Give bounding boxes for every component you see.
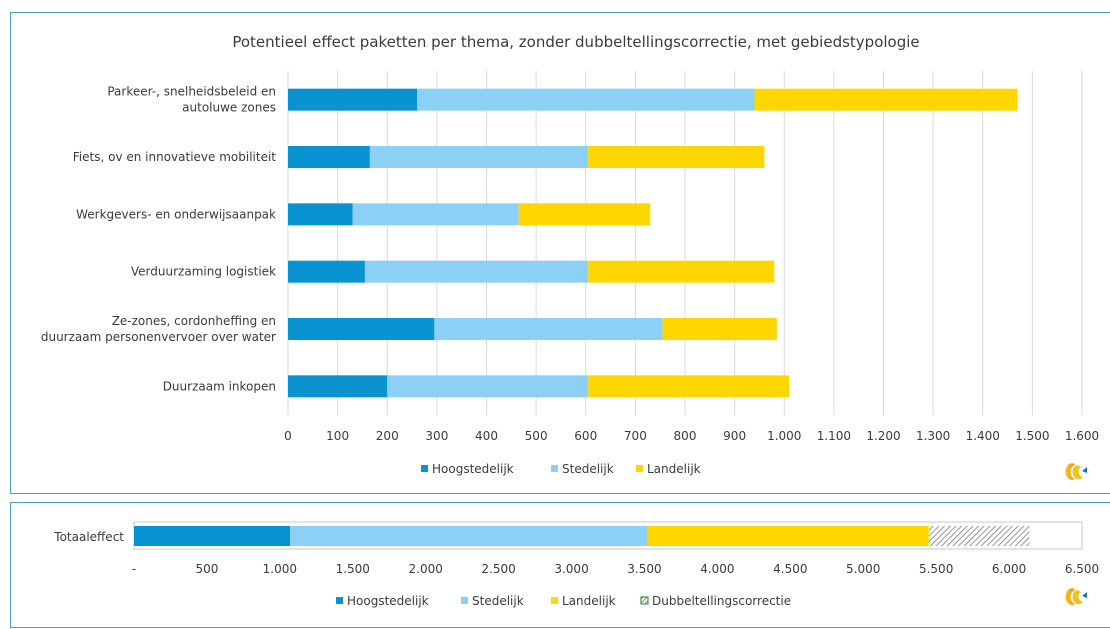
category-label: autoluwe zones — [182, 101, 276, 115]
legend-swatch-stedelijk — [551, 465, 558, 472]
legend-swatch-dubbeltellingscorrectie — [640, 596, 649, 605]
legend-swatch-hoogstedelijk — [421, 465, 428, 472]
bar-landelijk-5 — [588, 375, 790, 398]
legend-swatch-landelijk — [551, 597, 558, 604]
company-logo-icon — [1065, 463, 1087, 480]
bar-landelijk-2 — [518, 203, 651, 226]
bar-hoogstedelijk-2 — [288, 203, 353, 226]
bar-hoogstedelijk-5 — [288, 375, 388, 398]
x-tick-label: 3.500 — [627, 562, 661, 576]
x-tick-label: 1.100 — [817, 429, 851, 443]
legend-swatch-hoogstedelijk — [336, 597, 343, 604]
x-tick-label: 500 — [195, 562, 218, 576]
bar-landelijk — [647, 526, 929, 546]
x-tick-label: 4.500 — [773, 562, 807, 576]
x-tick-label: 400 — [475, 429, 498, 443]
x-tick-label: 1.500 — [1015, 429, 1049, 443]
legend-swatch-landelijk — [636, 465, 643, 472]
top-chart: Potentieel effect paketten per thema, zo… — [41, 33, 1099, 480]
bar-hoogstedelijk-4 — [288, 318, 435, 340]
top-chart-panel: Potentieel effect paketten per thema, zo… — [10, 12, 1110, 494]
x-tick-label: 100 — [326, 429, 349, 443]
category-label: Duurzaam inkopen — [163, 379, 276, 393]
x-tick-label: 2.500 — [481, 562, 515, 576]
legend-swatch-stedelijk — [461, 597, 468, 604]
bar-stedelijk-4 — [434, 318, 663, 340]
bar-hoogstedelijk-0 — [288, 88, 418, 111]
category-label: Ze-zones, cordonheffing en — [112, 314, 276, 328]
bar-stedelijk-0 — [417, 88, 755, 111]
x-tick-label: 500 — [525, 429, 548, 443]
bar-stedelijk-2 — [352, 203, 519, 226]
x-tick-label: 1.400 — [966, 429, 1000, 443]
category-label: Parkeer-, snelheidsbeleid en — [107, 85, 276, 99]
bar-hoogstedelijk-3 — [288, 260, 365, 283]
x-tick-label: 700 — [624, 429, 647, 443]
x-tick-label: 900 — [723, 429, 746, 443]
category-label: duurzaam personenvervoer over water — [41, 330, 276, 344]
legend-label-stedelijk: Stedelijk — [562, 462, 614, 476]
x-tick-label: 1.300 — [916, 429, 950, 443]
x-tick-label: 300 — [425, 429, 448, 443]
x-tick-label: 1.500 — [336, 562, 370, 576]
category-label: Totaaleffect — [53, 530, 124, 544]
x-tick-label: 1.200 — [866, 429, 900, 443]
x-tick-label: 6.000 — [992, 562, 1026, 576]
bottom-chart: Totaaleffect - 500 1.000 1.500 2.000 2.500 3.0… — [53, 521, 1099, 608]
x-tick-label: 3.000 — [554, 562, 588, 576]
bar-hoogstedelijk-1 — [288, 146, 370, 168]
bar-stedelijk-5 — [387, 375, 589, 398]
x-tick-label: 800 — [674, 429, 697, 443]
bottom-chart-panel: Totaaleffect - 500 1.000 1.500 2.000 2.500 3.0… — [10, 502, 1110, 628]
x-tick-label: 5.500 — [919, 562, 953, 576]
legend-label-dubbeltellingscorrectie: Dubbeltellingscorrectie — [652, 594, 791, 608]
category-label: Werkgevers- en onderwijsaanpak — [76, 207, 276, 221]
x-tick-label: 6.500 — [1065, 562, 1099, 576]
bar-stedelijk — [290, 526, 648, 546]
bar-dubbeltellingscorrectie — [928, 526, 1030, 546]
legend-label-hoogstedelijk: Hoogstedelijk — [347, 594, 429, 608]
x-tick-label: 1.000 — [263, 562, 297, 576]
category-label: Fiets, ov en innovatieve mobiliteit — [73, 150, 277, 164]
bar-landelijk-3 — [588, 260, 775, 283]
chart-title: Potentieel effect paketten per thema, zo… — [232, 33, 919, 51]
x-tick-label: 0 — [284, 429, 292, 443]
x-tick-label: 4.000 — [700, 562, 734, 576]
x-tick-label: 600 — [574, 429, 597, 443]
x-tick-label: 1.000 — [767, 429, 801, 443]
bar-landelijk-0 — [754, 88, 1018, 111]
legend-label-landelijk: Landelijk — [562, 594, 616, 608]
x-tick-label: - — [132, 562, 136, 576]
legend-label-hoogstedelijk: Hoogstedelijk — [432, 462, 514, 476]
x-tick-label: 1.600 — [1065, 429, 1099, 443]
bar-landelijk-4 — [662, 318, 777, 340]
x-tick-label: 200 — [376, 429, 399, 443]
x-tick-label: 5.000 — [846, 562, 880, 576]
bar-stedelijk-1 — [369, 146, 589, 168]
category-label: Verduurzaming logistiek — [131, 265, 276, 279]
legend-label-stedelijk: Stedelijk — [472, 594, 524, 608]
bar-landelijk-1 — [588, 146, 765, 168]
bar-stedelijk-3 — [364, 260, 589, 283]
x-tick-label: 2.000 — [409, 562, 443, 576]
legend-label-landelijk: Landelijk — [647, 462, 701, 476]
bar-hoogstedelijk — [134, 526, 291, 546]
company-logo-icon — [1065, 588, 1087, 605]
